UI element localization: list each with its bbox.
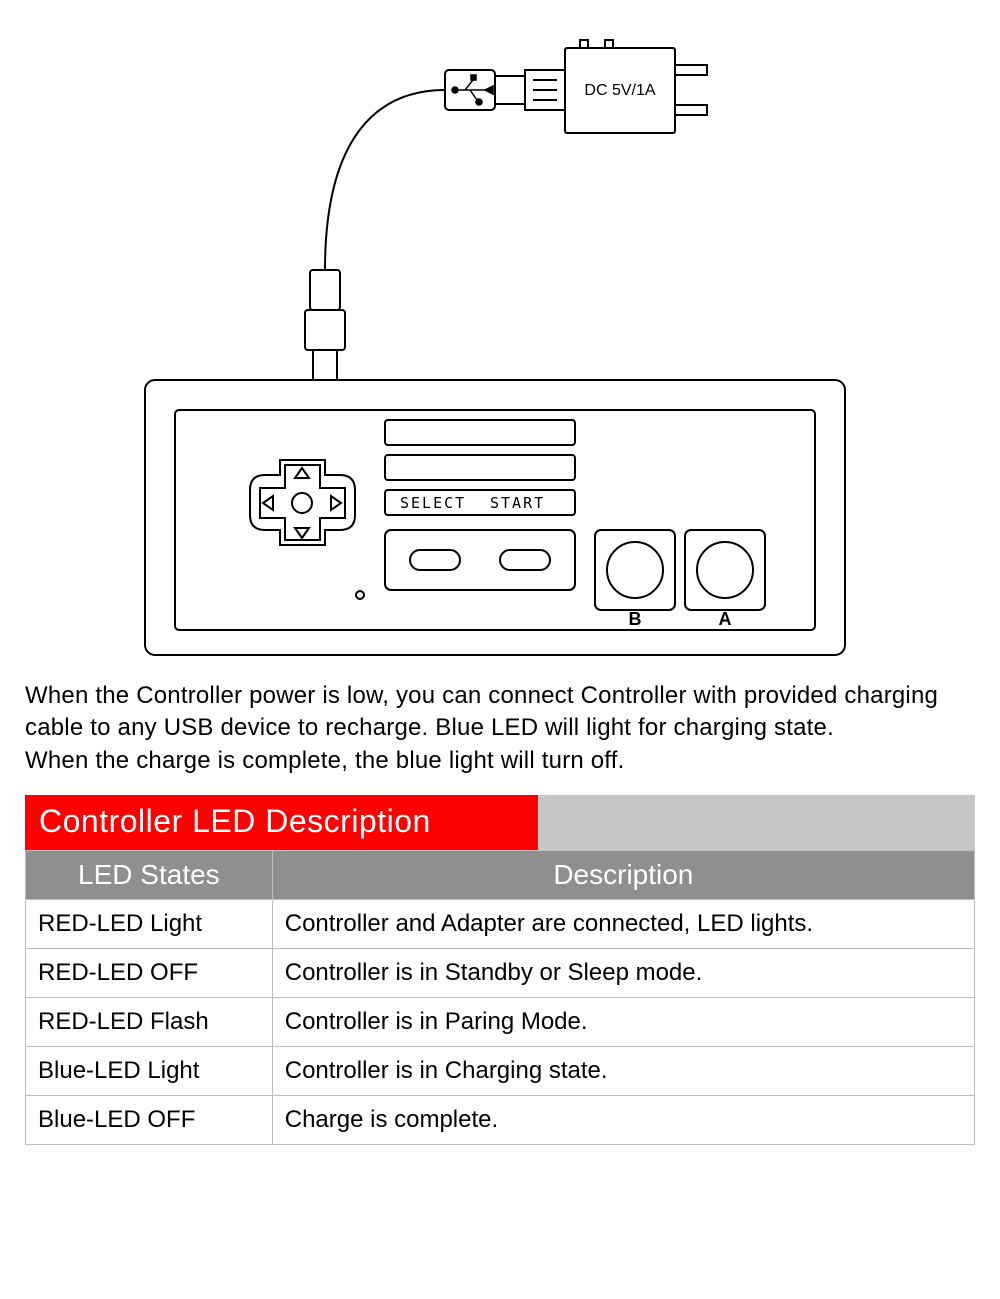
adapter-label: DC 5V/1A — [584, 82, 655, 99]
table-title-spacer — [538, 795, 975, 850]
instruction-p2: When the charge is complete, the blue li… — [25, 747, 624, 774]
diagram-svg: DC 5V/1A — [25, 20, 975, 660]
col-description: Description — [272, 851, 974, 900]
button-a-label: A — [719, 609, 732, 629]
button-b-label: B — [629, 609, 642, 629]
cell-state: Blue-LED OFF — [26, 1096, 273, 1145]
cell-desc: Controller is in Paring Mode. — [272, 998, 974, 1047]
table-row: Blue-LED Light Controller is in Charging… — [26, 1047, 975, 1096]
start-label: START — [490, 494, 545, 512]
col-led-states: LED States — [26, 851, 273, 900]
table-row: Blue-LED OFF Charge is complete. — [26, 1096, 975, 1145]
cell-state: Blue-LED Light — [26, 1047, 273, 1096]
cell-state: RED-LED Light — [26, 900, 273, 949]
cell-desc: Controller is in Charging state. — [272, 1047, 974, 1096]
cell-state: RED-LED OFF — [26, 949, 273, 998]
instruction-p1: When the Controller power is low, you ca… — [25, 682, 938, 741]
cell-desc: Controller and Adapter are connected, LE… — [272, 900, 974, 949]
cell-desc: Charge is complete. — [272, 1096, 974, 1145]
led-table: Controller LED Description LED States De… — [25, 795, 975, 1145]
table-row: RED-LED Light Controller and Adapter are… — [26, 900, 975, 949]
table-row: RED-LED OFF Controller is in Standby or … — [26, 949, 975, 998]
charging-diagram: DC 5V/1A — [25, 20, 975, 660]
select-label: SELECT — [400, 494, 466, 512]
table-title: Controller LED Description — [25, 795, 538, 850]
table-row: RED-LED Flash Controller is in Paring Mo… — [26, 998, 975, 1047]
cell-desc: Controller is in Standby or Sleep mode. — [272, 949, 974, 998]
table-title-row: Controller LED Description — [25, 795, 975, 850]
instruction-text: When the Controller power is low, you ca… — [25, 680, 975, 777]
cell-state: RED-LED Flash — [26, 998, 273, 1047]
